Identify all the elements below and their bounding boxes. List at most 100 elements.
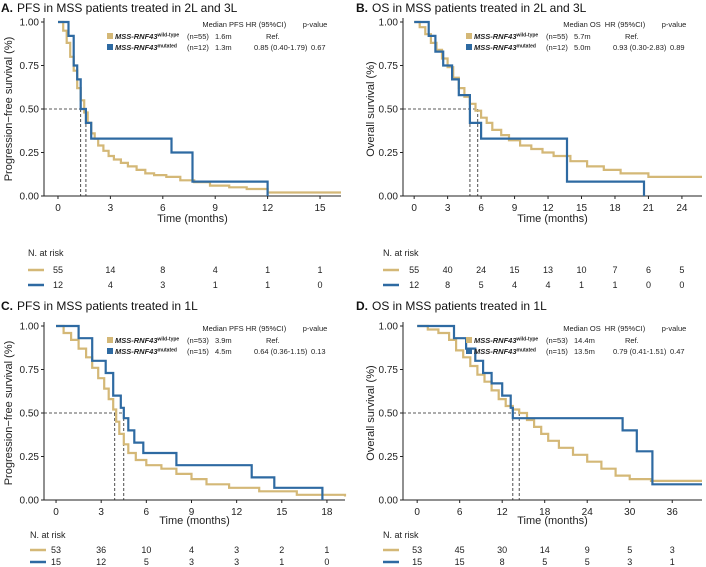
risk-count: 6 — [646, 265, 651, 275]
x-tick-label: 18 — [539, 507, 551, 518]
legend-label: MSS-RNF43wild-type — [115, 336, 179, 345]
y-tick-label: 0.25 — [379, 452, 399, 463]
legend-median: 4.5m — [215, 347, 232, 356]
risk-count: 36 — [96, 545, 106, 555]
legend-hr: 0.93 (0.30-2.83) — [613, 43, 667, 52]
panel-title-text: PFS in MSS patients treated in 2L and 3L — [17, 1, 238, 15]
x-axis-label: Time (months) — [157, 213, 228, 225]
y-tick-label: 0.00 — [20, 496, 40, 507]
risk-count: 5 — [542, 557, 547, 567]
risk-count: 15 — [510, 265, 520, 275]
panel-title: A. PFS in MSS patients treated in 2L and … — [1, 1, 238, 15]
legend-label: MSS-RNF43mutated — [474, 43, 536, 52]
y-tick-label: 0.25 — [379, 148, 399, 159]
risk-count: 4 — [546, 280, 551, 290]
legend-hr: Ref. — [625, 32, 639, 41]
risk-count: 1 — [265, 280, 270, 290]
x-axis-label: Time (months) — [517, 213, 588, 225]
legend-label: MSS-RNF43wild-type — [115, 32, 179, 41]
legend: Median PFS HR (95%CI) p-valueMSS-RNF43wild… — [107, 324, 327, 356]
risk-count: 13 — [543, 265, 553, 275]
risk-count: 0 — [318, 280, 323, 290]
risk-count: 24 — [476, 265, 486, 275]
legend-sup: mutated — [158, 348, 177, 354]
legend-metric-header: Median PFS — [202, 20, 243, 29]
risk-count: 53 — [51, 545, 61, 555]
risk-count: 12 — [53, 280, 63, 290]
legend-label: MSS-RNF43wild-type — [474, 32, 538, 41]
x-tick-label: 18 — [321, 507, 333, 518]
y-tick-label: 1.00 — [379, 18, 399, 29]
x-tick-label: 15 — [576, 203, 588, 214]
risk-count: 8 — [500, 557, 505, 567]
risk-count: 12 — [409, 280, 419, 290]
risk-table-header: N. at risk — [383, 530, 419, 540]
y-tick-label: 0.50 — [379, 105, 399, 116]
y-tick-label: 0.00 — [20, 192, 40, 203]
risk-count: 15 — [412, 557, 422, 567]
legend-p: 0.13 — [311, 347, 326, 356]
risk-count: 3 — [234, 557, 239, 567]
risk-count: 3 — [160, 280, 165, 290]
risk-count: 4 — [108, 280, 113, 290]
km-curve-mutated — [56, 324, 324, 500]
risk-count: 4 — [213, 265, 218, 275]
legend-sup: wild-type — [516, 33, 539, 39]
x-tick-label: 6 — [478, 203, 484, 214]
legend-label: MSS-RNF43wild-type — [474, 336, 538, 345]
x-tick-label: 15 — [276, 507, 288, 518]
legend-p-header: p-value — [662, 20, 687, 29]
risk-table-header: N. at risk — [28, 248, 64, 258]
x-tick-label: 0 — [55, 203, 61, 214]
y-axis-label: Progression−free survival (%) — [3, 341, 15, 486]
legend-median: 5.0m — [574, 43, 591, 52]
x-tick-label: 24 — [582, 507, 594, 518]
y-tick-label: 0.75 — [379, 61, 399, 72]
y-tick-label: 1.00 — [20, 18, 40, 29]
km-curve-wild-type — [417, 324, 702, 482]
risk-count: 3 — [189, 557, 194, 567]
panel-title-text: PFS in MSS patients treated in 1L — [17, 299, 198, 313]
legend-swatch — [107, 348, 113, 354]
y-axis-label: Overall survival (%) — [365, 365, 377, 460]
x-axis-label: Time (months) — [517, 515, 588, 527]
km-panel-a: A. PFS in MSS patients treated in 2L and … — [1, 1, 341, 290]
risk-count: 55 — [53, 265, 63, 275]
legend-metric-header: Median PFS — [202, 324, 243, 333]
risk-table: N. at risk 55 14 8 4 1 1 12 4 3 1 1 0 — [28, 248, 323, 290]
y-tick-label: 0.25 — [20, 452, 40, 463]
risk-count: 9 — [585, 545, 590, 555]
legend-hr: 0.64 (0.36-1.15) — [254, 347, 308, 356]
risk-count: 4 — [189, 545, 194, 555]
risk-count: 4 — [512, 280, 517, 290]
km-curve-wild-type — [414, 20, 702, 178]
legend-sup: wild-type — [157, 337, 180, 343]
risk-count: 0 — [679, 280, 684, 290]
legend-swatch — [466, 33, 472, 39]
risk-count: 15 — [455, 557, 465, 567]
x-tick-label: 36 — [667, 507, 679, 518]
y-tick-label: 1.00 — [379, 322, 399, 333]
x-axis-label: Time (months) — [159, 515, 230, 527]
risk-count: 40 — [443, 265, 453, 275]
panel-letter: C. — [1, 299, 13, 313]
risk-count: 0 — [324, 557, 329, 567]
risk-table-header: N. at risk — [383, 248, 419, 258]
km-curve-mutated — [417, 324, 702, 486]
panel-title-text: OS in MSS patients treated in 2L and 3L — [372, 1, 587, 15]
risk-count: 10 — [576, 265, 586, 275]
risk-count: 1 — [612, 280, 617, 290]
risk-count: 10 — [141, 545, 151, 555]
legend-n: (n=12) — [546, 43, 568, 52]
y-tick-label: 0.25 — [20, 148, 40, 159]
risk-count: 5 — [627, 545, 632, 555]
legend-median: 3.9m — [215, 336, 232, 345]
risk-count: 2 — [279, 545, 284, 555]
legend-swatch — [466, 337, 472, 343]
panel-title: C. PFS in MSS patients treated in 1L — [1, 299, 198, 313]
risk-count: 5 — [479, 280, 484, 290]
risk-count: 15 — [51, 557, 61, 567]
